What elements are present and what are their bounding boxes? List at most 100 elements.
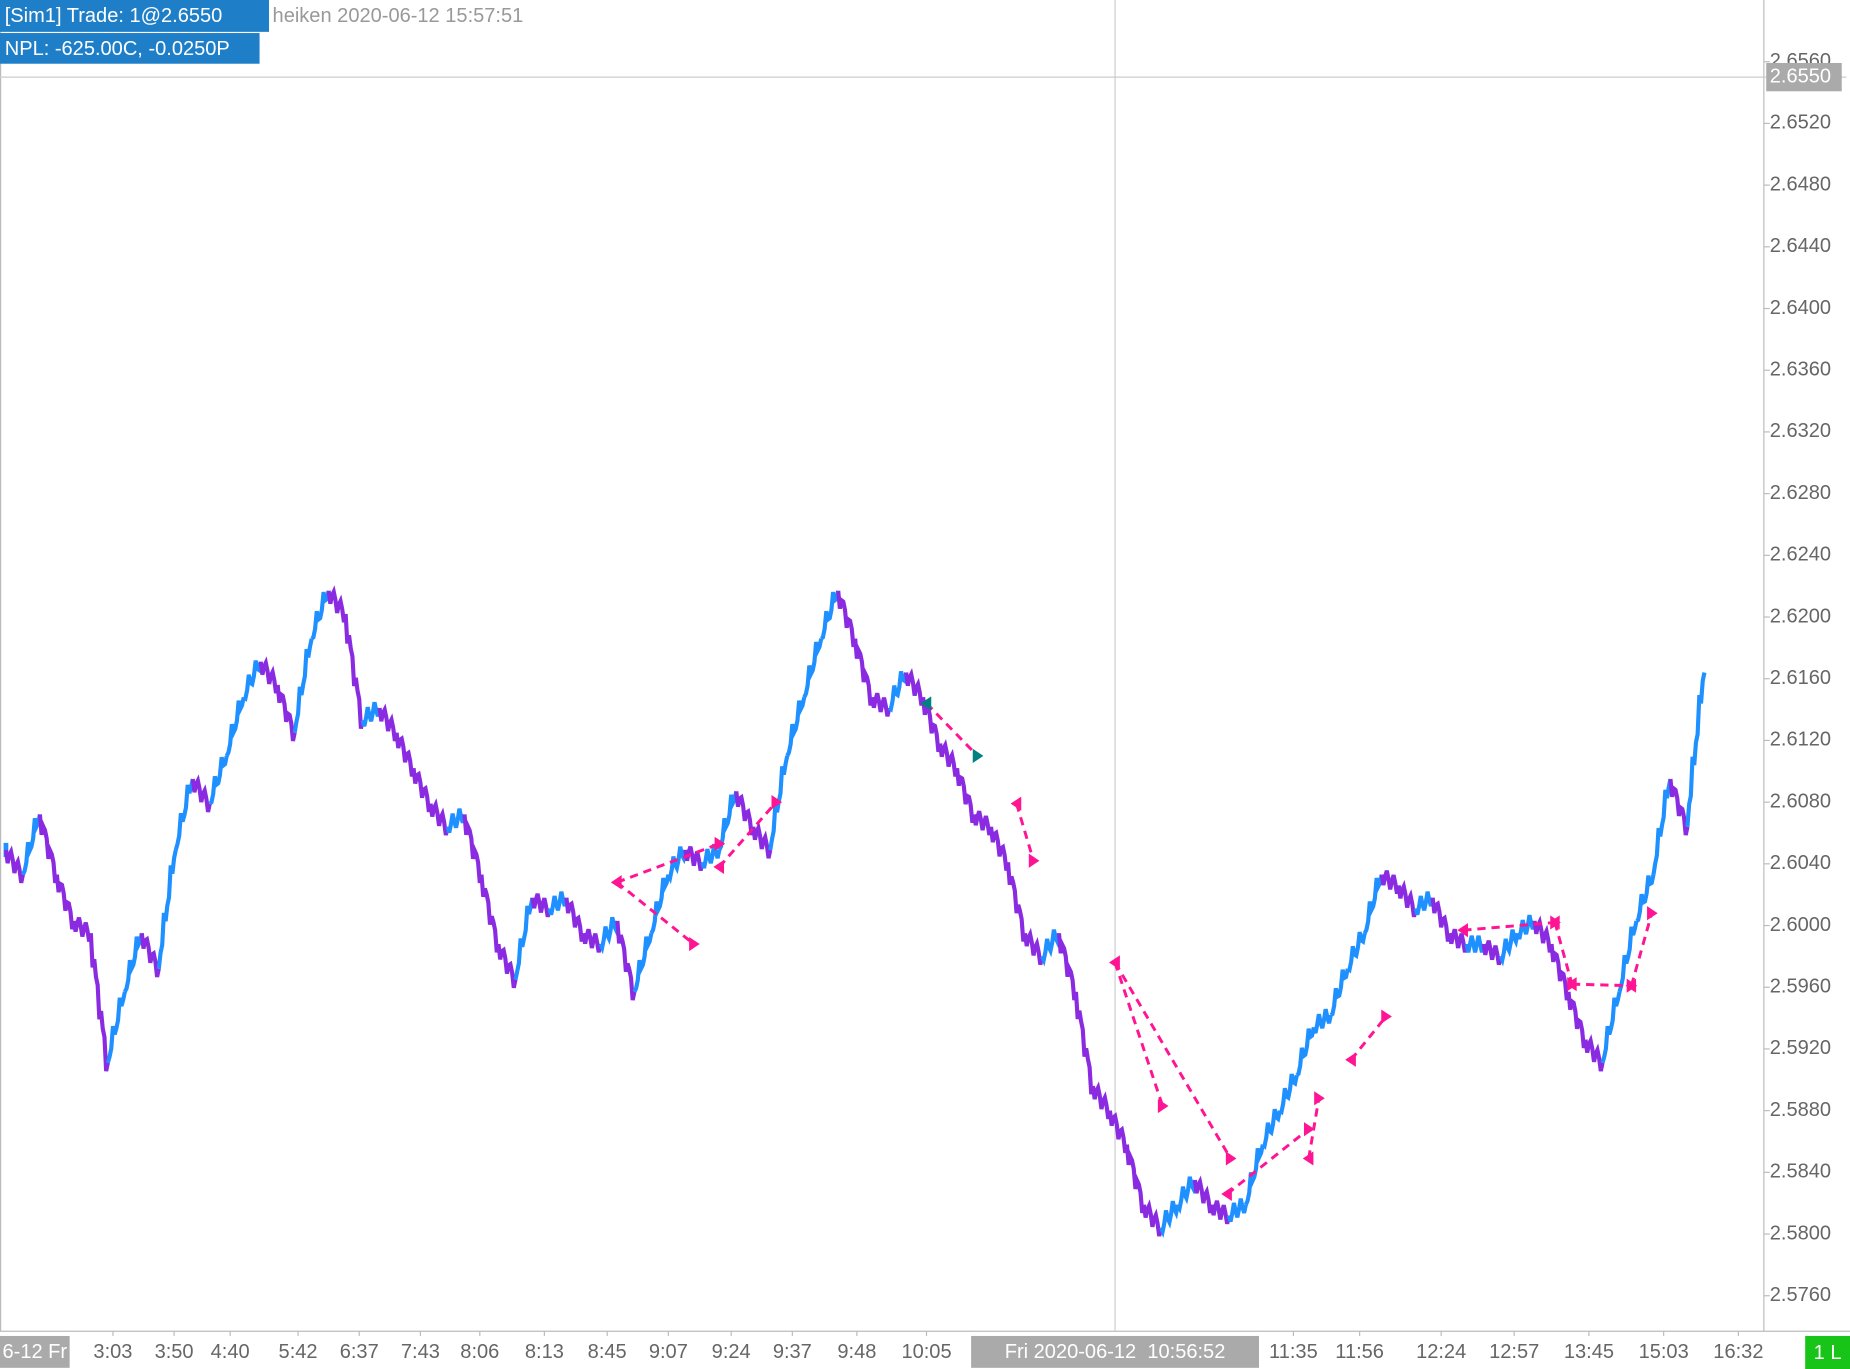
trade-line bbox=[925, 702, 979, 757]
price-segment bbox=[1685, 672, 1707, 827]
price-segment bbox=[972, 810, 994, 836]
x-tick-label: 16:32 bbox=[1713, 1341, 1763, 1363]
price-segment bbox=[1346, 931, 1367, 974]
trade-exit bbox=[972, 748, 984, 763]
trade-line bbox=[1463, 920, 1556, 932]
x-tick-label: 13:45 bbox=[1564, 1341, 1614, 1363]
price-segment bbox=[173, 778, 195, 851]
y-tick-label: 2.6400 bbox=[1770, 297, 1831, 319]
price-segment bbox=[1329, 968, 1350, 1017]
session-label: 6-12 Fr bbox=[3, 1341, 68, 1363]
session-box bbox=[0, 1335, 70, 1368]
x-tick-label: 5:42 bbox=[279, 1341, 318, 1363]
x-tick-label: 8:13 bbox=[525, 1341, 564, 1363]
price-segment bbox=[1464, 935, 1486, 953]
x-tick-label: 12:57 bbox=[1489, 1341, 1539, 1363]
price-segment bbox=[649, 874, 671, 935]
price-segment bbox=[1600, 991, 1622, 1064]
y-tick-label: 2.5840 bbox=[1770, 1161, 1831, 1183]
price-segment bbox=[21, 814, 42, 876]
y-tick-label: 2.6320 bbox=[1770, 420, 1831, 442]
price-segment bbox=[326, 585, 348, 623]
trade-entry bbox=[713, 859, 725, 875]
price-segment bbox=[938, 738, 960, 777]
price-segment bbox=[122, 932, 144, 993]
price-segment bbox=[887, 670, 909, 713]
price-segment bbox=[479, 874, 501, 953]
pnl-text: NPL: -625.00C, -0.0250P bbox=[5, 38, 230, 60]
price-segment bbox=[360, 701, 382, 727]
trade-exit bbox=[1303, 1122, 1315, 1137]
price-segment bbox=[1056, 933, 1079, 1001]
price-segment bbox=[428, 798, 450, 836]
trade-exit bbox=[1381, 1009, 1392, 1024]
trade-line bbox=[1349, 1015, 1388, 1061]
y-tick-label: 2.6080 bbox=[1770, 790, 1831, 812]
price-segment bbox=[989, 826, 1011, 871]
price-segment bbox=[258, 656, 280, 694]
price-segment bbox=[1447, 928, 1469, 953]
pnl-box bbox=[0, 33, 260, 64]
price-segment bbox=[310, 590, 331, 641]
price-segment bbox=[1362, 874, 1384, 935]
crosshair-time-label: Fri 2020-06-12 10:56:52 bbox=[1005, 1341, 1226, 1363]
price-segment bbox=[598, 916, 620, 955]
y-tick-label: 2.6160 bbox=[1770, 667, 1831, 689]
price-segment bbox=[1635, 874, 1656, 923]
x-tick-label: 11:56 bbox=[1335, 1341, 1384, 1363]
x-tick-label: 3:50 bbox=[155, 1341, 194, 1363]
price-segment bbox=[1668, 778, 1690, 836]
trade-exit bbox=[1225, 1151, 1237, 1166]
price-segment bbox=[242, 660, 263, 702]
price-segment bbox=[1022, 927, 1045, 966]
x-tick-label: 10:05 bbox=[901, 1341, 951, 1363]
price-segment bbox=[1532, 915, 1554, 953]
price-segment bbox=[1159, 1200, 1180, 1239]
price-segment bbox=[275, 684, 297, 742]
price-segment bbox=[224, 696, 246, 757]
trade-line bbox=[1226, 1128, 1310, 1196]
price-segment bbox=[819, 590, 841, 641]
y-tick-label: 2.6040 bbox=[1770, 852, 1831, 874]
price-segment bbox=[530, 893, 552, 918]
price-segment bbox=[190, 774, 212, 813]
trade-entry bbox=[610, 875, 622, 890]
trade-line bbox=[615, 881, 695, 946]
y-tick-label: 2.5960 bbox=[1770, 976, 1831, 998]
trade-line bbox=[1571, 982, 1632, 988]
price-segment bbox=[343, 613, 365, 730]
price-segment bbox=[666, 846, 688, 885]
y-tick-label: 2.5880 bbox=[1770, 1099, 1831, 1121]
price-segment bbox=[1583, 1034, 1605, 1072]
x-tick-label: 11:35 bbox=[1269, 1341, 1318, 1363]
price-segment bbox=[1124, 1144, 1146, 1214]
price-segment bbox=[853, 638, 875, 706]
y-tick-label: 2.6000 bbox=[1770, 914, 1831, 936]
trade-line bbox=[1629, 912, 1654, 987]
price-segment bbox=[581, 928, 603, 953]
y-tick-label: 2.6120 bbox=[1770, 729, 1831, 751]
x-tick-label: 7:43 bbox=[401, 1341, 440, 1363]
price-segment bbox=[513, 897, 535, 980]
price-segment bbox=[1430, 897, 1452, 942]
price-segment bbox=[836, 590, 858, 648]
price-segment bbox=[1176, 1176, 1197, 1215]
price-segment bbox=[717, 790, 739, 851]
position-label: 1 L bbox=[1814, 1342, 1842, 1364]
y-tick-label: 2.5760 bbox=[1770, 1284, 1831, 1306]
price-segment bbox=[208, 755, 229, 806]
price-segment bbox=[785, 696, 807, 757]
trade-entry bbox=[1625, 978, 1637, 993]
x-tick-label: 8:45 bbox=[588, 1341, 627, 1363]
trade-entry bbox=[1457, 923, 1468, 938]
price-segment bbox=[54, 874, 76, 930]
trade-entry bbox=[1566, 977, 1577, 992]
trade-exit bbox=[689, 936, 700, 952]
price-segment bbox=[1278, 1073, 1299, 1116]
x-tick-label: 9:24 bbox=[712, 1341, 751, 1363]
price-segment bbox=[1566, 991, 1588, 1049]
price-segment bbox=[377, 703, 399, 742]
trade-entry bbox=[1221, 1186, 1232, 1202]
y-tick-label: 2.6440 bbox=[1770, 235, 1831, 257]
price-segment bbox=[1090, 1081, 1112, 1120]
